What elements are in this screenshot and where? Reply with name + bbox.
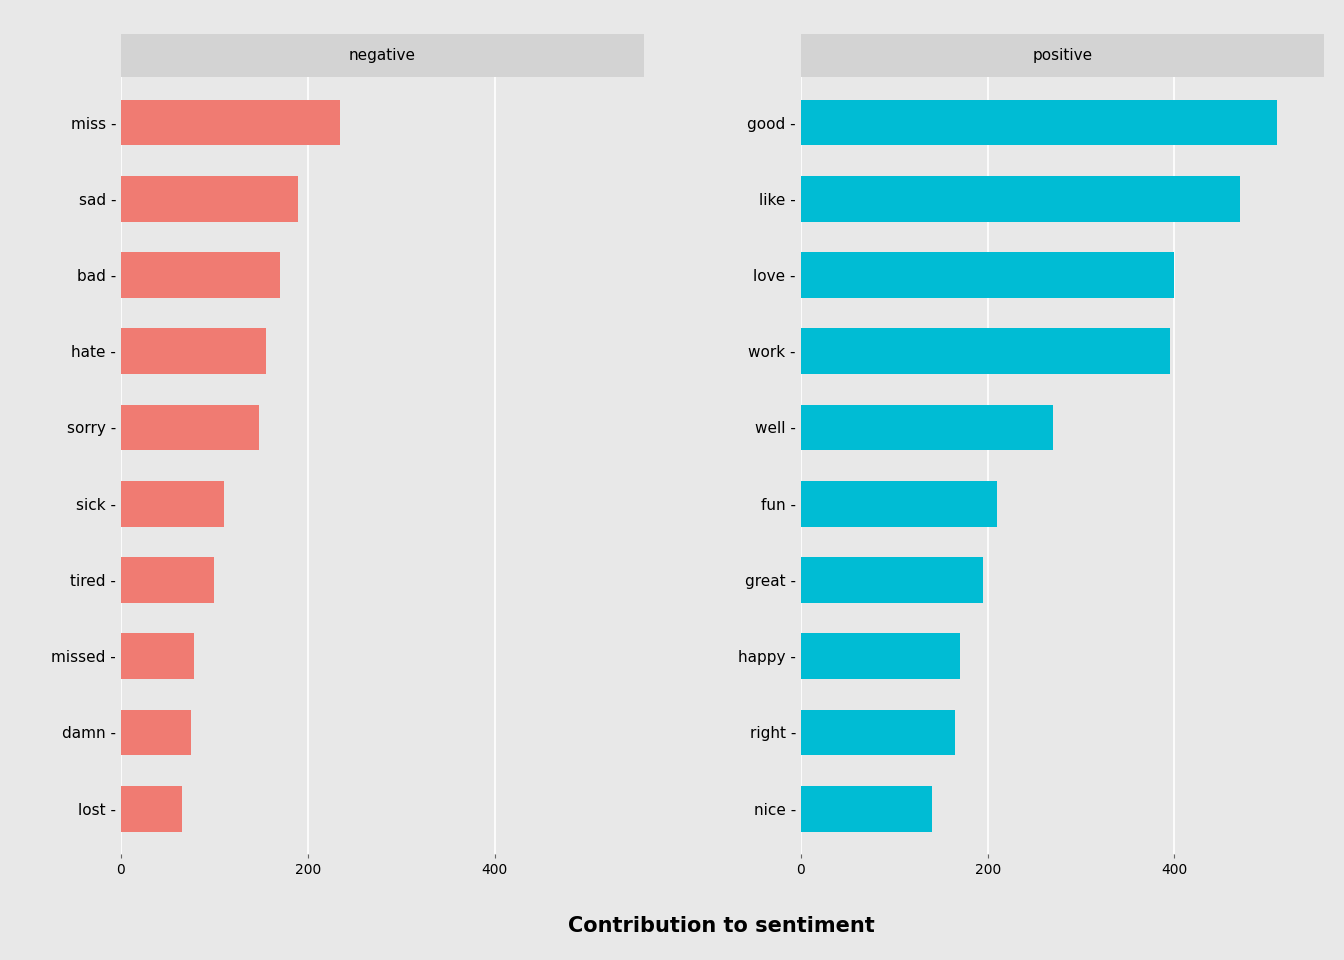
Bar [801, 481, 997, 527]
Bar [801, 252, 1175, 298]
Bar [801, 176, 1239, 222]
Bar [121, 252, 280, 298]
Text: Contribution to sentiment: Contribution to sentiment [569, 917, 875, 936]
Bar [801, 328, 1169, 374]
Bar [121, 481, 223, 527]
Bar [121, 176, 298, 222]
Bar [121, 557, 214, 603]
Bar [801, 709, 956, 756]
Bar [121, 404, 259, 450]
Text: negative: negative [349, 48, 415, 62]
Text: positive: positive [1032, 61, 1093, 77]
Text: positive: positive [1032, 48, 1093, 62]
Bar [121, 634, 194, 679]
Bar [121, 100, 340, 145]
Bar [801, 404, 1052, 450]
Bar [801, 100, 1277, 145]
Bar [121, 709, 191, 756]
Bar [801, 557, 982, 603]
Text: negative: negative [349, 61, 415, 77]
Bar [121, 328, 266, 374]
Bar [121, 786, 181, 831]
Bar [801, 786, 931, 831]
Bar [801, 634, 960, 679]
